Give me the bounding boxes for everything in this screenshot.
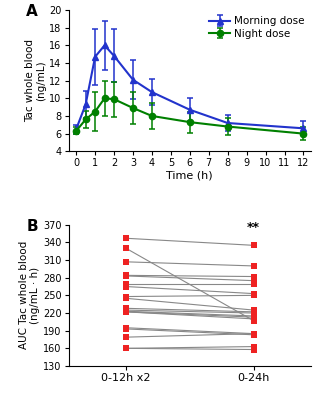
Text: **: ** — [247, 221, 260, 234]
Text: B: B — [26, 219, 38, 234]
X-axis label: Time (h): Time (h) — [167, 171, 213, 181]
Y-axis label: Tac whole blood
(ng/mL): Tac whole blood (ng/mL) — [25, 39, 47, 122]
Text: A: A — [26, 4, 38, 19]
Legend: Morning dose, Night dose: Morning dose, Night dose — [208, 15, 306, 40]
Y-axis label: AUC Tac whole blood
(ng/mL · h): AUC Tac whole blood (ng/mL · h) — [19, 241, 40, 350]
